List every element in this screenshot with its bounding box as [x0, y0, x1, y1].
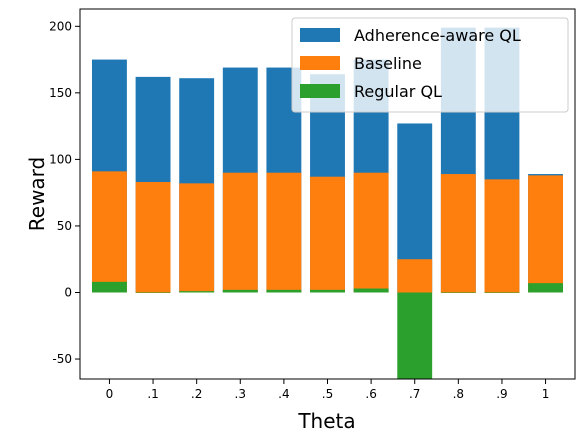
- x-tick-label: .6: [365, 387, 376, 401]
- y-axis: -50 0 50 100 150 200: [49, 19, 80, 366]
- bar-baseline-3: [222, 172, 258, 293]
- bar-baseline-0: [91, 171, 127, 293]
- y-tick-label: 0: [64, 285, 72, 299]
- x-tick-label: .8: [453, 387, 464, 401]
- y-tick-label: 150: [49, 86, 72, 100]
- bar-regular-ql-1: [135, 292, 171, 293]
- x-tick-label: .5: [322, 387, 333, 401]
- bar-regular-ql-3: [222, 289, 258, 293]
- bar-baseline-1: [135, 182, 171, 293]
- x-tick-label: .3: [235, 387, 246, 401]
- x-axis-label: Theta: [297, 409, 355, 433]
- bar-baseline-4: [266, 172, 302, 293]
- bar-baseline-8: [440, 174, 476, 293]
- bar-regular-ql-2: [179, 291, 215, 293]
- bar-regular-ql-10: [528, 283, 564, 293]
- bar-regular-ql-9: [484, 292, 520, 293]
- legend-label: Adherence-aware QL: [354, 26, 521, 45]
- legend-swatch: [300, 56, 340, 70]
- y-tick-label: -50: [52, 352, 72, 366]
- bar-baseline-6: [353, 172, 389, 293]
- bar-baseline-10: [528, 175, 564, 293]
- bar-regular-ql-5: [310, 289, 345, 293]
- bar-regular-ql-8: [440, 292, 476, 293]
- x-tick-label: .4: [278, 387, 289, 401]
- y-tick-label: 100: [49, 152, 72, 166]
- x-tick-label: .9: [496, 387, 507, 401]
- y-tick-label: 200: [49, 19, 72, 33]
- x-tick-label: .1: [147, 387, 158, 401]
- bar-regular-ql-6: [353, 288, 389, 293]
- bars-layer: [91, 27, 564, 379]
- bar-regular-ql-7: [397, 292, 433, 379]
- x-tick-label: .7: [409, 387, 420, 401]
- legend: Adherence-aware QL Baseline Regular QL: [291, 17, 569, 113]
- legend-label: Regular QL: [354, 82, 442, 101]
- bar-regular-ql-0: [91, 281, 127, 293]
- x-axis: 0 .1 .2 .3 .4 .5 .6 .7 .8 .9 1: [106, 379, 550, 401]
- bar-baseline-2: [179, 183, 215, 293]
- y-axis-label: Reward: [25, 157, 49, 231]
- legend-swatch: [300, 28, 340, 42]
- y-tick-label: 50: [57, 219, 72, 233]
- bar-baseline-7: [397, 259, 433, 293]
- bar-baseline-5: [310, 176, 345, 293]
- legend-swatch: [300, 84, 340, 98]
- legend-box: [291, 17, 569, 113]
- legend-label: Baseline: [354, 54, 422, 73]
- x-tick-label: .2: [191, 387, 202, 401]
- bar-regular-ql-4: [266, 289, 302, 293]
- bar-baseline-9: [484, 179, 520, 293]
- x-tick-label: 1: [542, 387, 550, 401]
- x-tick-label: 0: [106, 387, 114, 401]
